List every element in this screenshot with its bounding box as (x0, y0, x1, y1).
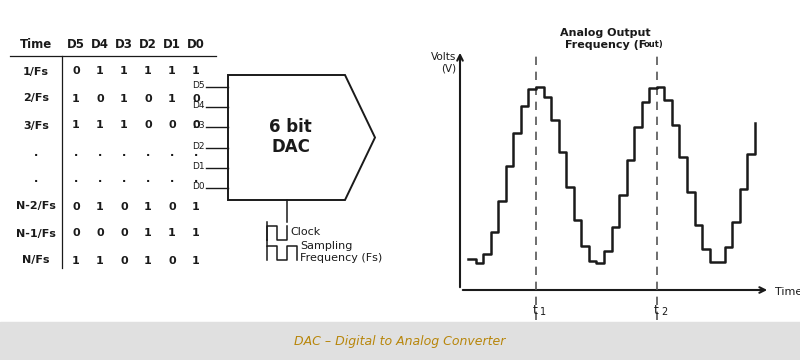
Text: 1: 1 (96, 67, 104, 77)
Text: .: . (122, 175, 126, 184)
Text: out): out) (644, 40, 663, 49)
Text: 1: 1 (192, 256, 200, 266)
Text: D1: D1 (163, 39, 181, 51)
Text: 1: 1 (120, 94, 128, 104)
Text: 0: 0 (144, 121, 152, 130)
Text: 0: 0 (96, 94, 104, 104)
Text: 1: 1 (120, 121, 128, 130)
Text: 1: 1 (72, 256, 80, 266)
Text: 0: 0 (72, 67, 80, 77)
Text: .: . (194, 148, 198, 158)
Text: 3/Fs: 3/Fs (23, 121, 49, 130)
Text: .: . (146, 175, 150, 184)
Text: D0: D0 (192, 182, 205, 191)
Text: 0: 0 (120, 229, 128, 238)
Text: D2: D2 (139, 39, 157, 51)
Text: DAC: DAC (271, 139, 310, 157)
Text: D4: D4 (193, 101, 205, 110)
Text: 1/Fs: 1/Fs (23, 67, 49, 77)
Text: D2: D2 (193, 141, 205, 150)
Text: .: . (146, 148, 150, 158)
Text: t: t (533, 304, 538, 317)
Text: 1: 1 (192, 229, 200, 238)
Text: Sampling
Frequency (Fs): Sampling Frequency (Fs) (301, 241, 382, 263)
Text: Clock: Clock (290, 227, 321, 237)
Text: 2/Fs: 2/Fs (23, 94, 49, 104)
Text: 0: 0 (192, 94, 200, 104)
Text: 1: 1 (144, 256, 152, 266)
Text: .: . (74, 175, 78, 184)
Text: D3: D3 (115, 39, 133, 51)
Text: 1: 1 (192, 67, 200, 77)
Text: 1: 1 (96, 256, 104, 266)
Text: 1: 1 (144, 229, 152, 238)
Text: 1: 1 (120, 67, 128, 77)
Text: DAC – Digital to Analog Converter: DAC – Digital to Analog Converter (294, 334, 506, 347)
Text: 1: 1 (168, 67, 176, 77)
Text: 1: 1 (96, 121, 104, 130)
Text: 2: 2 (661, 307, 667, 317)
Polygon shape (228, 75, 375, 200)
Text: N-1/Fs: N-1/Fs (16, 229, 56, 238)
Text: 1: 1 (96, 202, 104, 211)
Text: Volts
(V): Volts (V) (430, 52, 456, 73)
Text: 1: 1 (168, 229, 176, 238)
Text: .: . (170, 148, 174, 158)
Text: .: . (34, 175, 38, 184)
Text: D3: D3 (192, 121, 205, 130)
Text: .: . (194, 175, 198, 184)
Text: D0: D0 (187, 39, 205, 51)
Text: 0: 0 (144, 94, 152, 104)
Text: 0: 0 (192, 121, 200, 130)
Text: .: . (170, 175, 174, 184)
Text: 0: 0 (168, 202, 176, 211)
Text: D1: D1 (192, 162, 205, 171)
Text: D5: D5 (67, 39, 85, 51)
Text: 1: 1 (192, 202, 200, 211)
Text: 1: 1 (72, 94, 80, 104)
Text: 1: 1 (168, 94, 176, 104)
Text: .: . (98, 175, 102, 184)
Text: .: . (122, 148, 126, 158)
Text: 6 bit: 6 bit (269, 118, 312, 136)
Text: 0: 0 (72, 202, 80, 211)
Text: 1: 1 (540, 307, 546, 317)
Text: .: . (98, 148, 102, 158)
Text: 0: 0 (96, 229, 104, 238)
Text: 0: 0 (120, 202, 128, 211)
Text: N-2/Fs: N-2/Fs (16, 202, 56, 211)
Text: Time (s): Time (s) (775, 287, 800, 297)
Text: D4: D4 (91, 39, 109, 51)
Text: 0: 0 (168, 121, 176, 130)
Text: 1: 1 (144, 67, 152, 77)
Text: Time: Time (20, 39, 52, 51)
Bar (0, 322, 800, 360)
Text: 0: 0 (120, 256, 128, 266)
Text: .: . (34, 148, 38, 158)
Text: 1: 1 (72, 121, 80, 130)
Text: Analog Output
Frequency (F: Analog Output Frequency (F (560, 28, 651, 50)
Text: 0: 0 (168, 256, 176, 266)
Text: t: t (654, 304, 658, 317)
Text: 0: 0 (72, 229, 80, 238)
Text: 1: 1 (144, 202, 152, 211)
Text: D5: D5 (192, 81, 205, 90)
Text: N/Fs: N/Fs (22, 256, 50, 266)
Text: .: . (74, 148, 78, 158)
